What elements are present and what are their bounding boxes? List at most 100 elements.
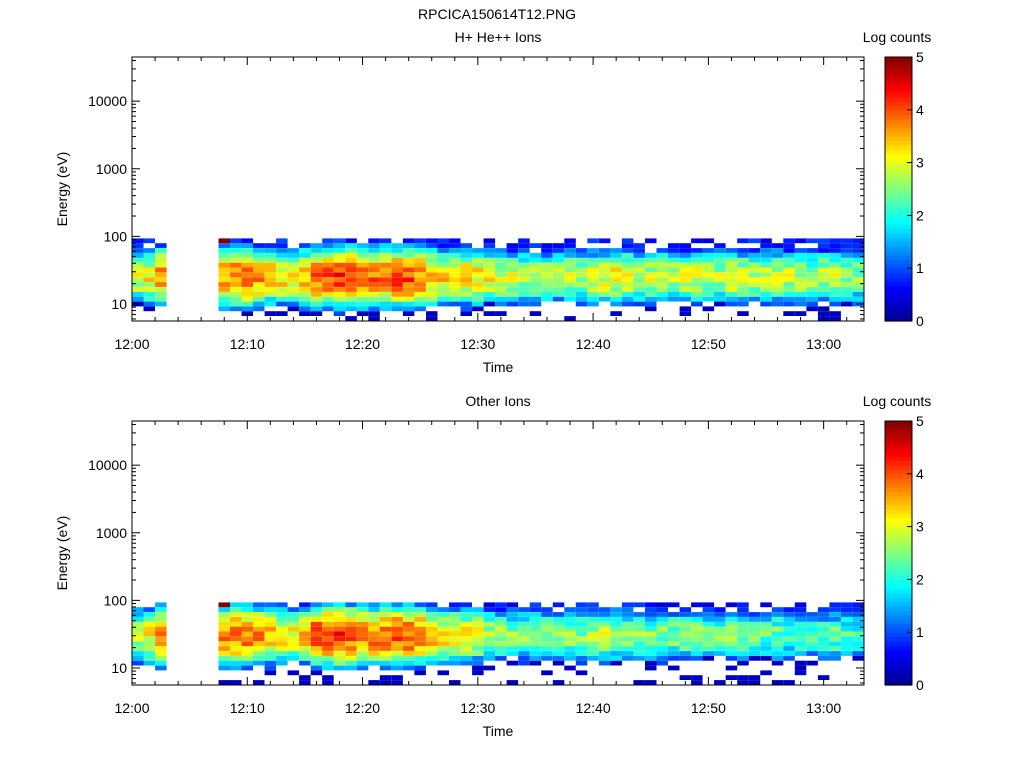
heatmap-cell: [472, 670, 484, 676]
heatmap-cell: [794, 253, 807, 258]
heatmap-cell: [414, 253, 426, 258]
heatmap-cell: [379, 675, 392, 680]
heatmap-cell: [345, 636, 357, 642]
heatmap-cell: [668, 612, 680, 617]
colorbar-segment: [885, 649, 912, 655]
heatmap-cell: [702, 621, 715, 627]
heatmap-cell: [679, 631, 692, 637]
colorbar-segment: [885, 592, 912, 598]
heatmap-cell: [806, 262, 818, 268]
heatmap-cell: [725, 675, 738, 680]
heatmap-cell: [472, 612, 484, 617]
heatmap-cell: [333, 277, 346, 283]
colorbar-segment: [885, 610, 912, 616]
heatmap-cell: [829, 262, 841, 268]
heatmap-cell: [552, 296, 565, 302]
colorbar-segment: [885, 96, 912, 102]
heatmap-cell: [794, 670, 807, 676]
x-axis-label: Time: [483, 359, 514, 375]
heatmap-cell: [132, 621, 144, 627]
heatmap-cell: [495, 617, 507, 622]
heatmap-cell: [287, 626, 300, 632]
heatmap-cell: [345, 651, 357, 656]
heatmap-cell: [299, 655, 311, 661]
heatmap-cell: [725, 296, 738, 302]
heatmap-cell: [679, 311, 692, 316]
heatmap-cell: [402, 277, 415, 283]
heatmap-cell: [587, 253, 599, 258]
heatmap-cell: [748, 631, 761, 637]
heatmap-cell: [460, 311, 472, 316]
heatmap-cell: [414, 651, 426, 656]
heatmap-cell: [333, 238, 346, 244]
heatmap-cell: [276, 621, 288, 627]
heatmap-cell: [633, 612, 645, 617]
heatmap-cell: [783, 636, 795, 642]
heatmap-cell: [529, 660, 542, 666]
heatmap-cell: [541, 248, 553, 253]
heatmap-cell: [506, 272, 519, 278]
heatmap-cell: [840, 636, 853, 642]
heatmap-cell: [333, 262, 346, 268]
heatmap-cell: [575, 617, 588, 622]
heatmap-cell: [541, 655, 553, 661]
heatmap-cell: [691, 262, 703, 268]
heatmap-cell: [633, 655, 645, 661]
heatmap-cell: [748, 636, 761, 642]
heatmap-cell: [840, 612, 853, 617]
heatmap-cell: [264, 651, 277, 656]
heatmap-cell: [737, 612, 749, 617]
heatmap-cell: [748, 675, 761, 680]
heatmap-cell: [794, 301, 807, 307]
heatmap-cell: [437, 238, 449, 244]
heatmap-cell: [368, 272, 380, 278]
heatmap-cell: [345, 282, 357, 287]
heatmap-cell: [633, 631, 645, 637]
heatmap-cell: [564, 277, 576, 283]
heatmap-cell: [645, 253, 657, 258]
heatmap-cell: [610, 296, 622, 302]
heatmap-cell: [230, 655, 242, 661]
heatmap-cell: [143, 287, 155, 292]
heatmap-cell: [218, 665, 230, 671]
heatmap-cell: [218, 296, 230, 302]
heatmap-cell: [633, 243, 645, 248]
heatmap-cell: [656, 636, 668, 642]
heatmap-cell: [472, 655, 484, 661]
heatmap-cell: [132, 651, 144, 656]
heatmap-cell: [287, 607, 300, 612]
heatmap-cell: [633, 641, 645, 647]
heatmap-cell: [368, 621, 380, 627]
heatmap-cell: [437, 660, 449, 666]
heatmap-cell: [714, 248, 726, 253]
heatmap-cell: [414, 238, 426, 244]
heatmap-cell: [794, 291, 807, 297]
heatmap-cell: [817, 291, 830, 297]
heatmap-cell: [518, 248, 530, 253]
heatmap-cell: [714, 621, 726, 627]
heatmap-cell: [230, 277, 242, 283]
heatmap-cell: [679, 248, 692, 253]
heatmap-cell: [518, 301, 530, 307]
x-tick-label: 12:20: [345, 700, 380, 716]
heatmap-cell: [852, 641, 864, 647]
colorbar-segment: [885, 680, 912, 686]
heatmap-cell: [276, 248, 288, 253]
heatmap-cell: [702, 655, 715, 661]
heatmap-cell: [668, 665, 680, 671]
heatmap-cell: [402, 621, 415, 627]
heatmap-cell: [426, 646, 438, 651]
heatmap-cell: [725, 617, 738, 622]
heatmap-cell: [506, 253, 519, 258]
heatmap-cell: [610, 607, 622, 612]
heatmap-cell: [218, 262, 230, 268]
heatmap-cell: [379, 267, 392, 273]
colorbar-segment: [885, 482, 912, 488]
heatmap-cell: [852, 253, 864, 258]
heatmap-cell: [714, 651, 726, 656]
heatmap-cell: [737, 660, 749, 666]
heatmap-cell: [276, 277, 288, 283]
heatmap-cell: [379, 621, 392, 627]
heatmap-cell: [506, 631, 519, 637]
colorbar-segment: [885, 509, 912, 514]
